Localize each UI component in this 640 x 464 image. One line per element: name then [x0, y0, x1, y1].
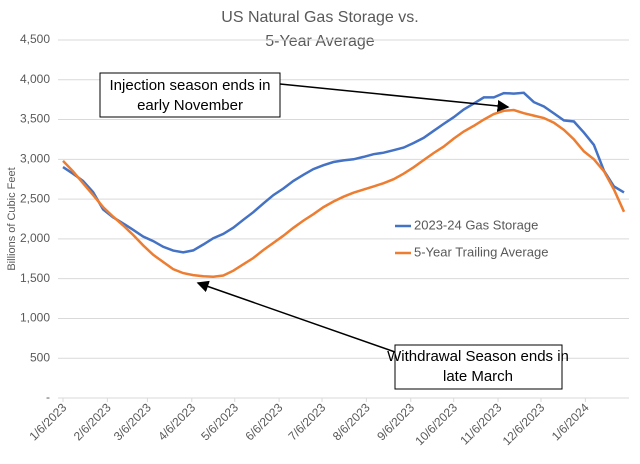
annotation: late March — [443, 368, 513, 385]
annotation: early November — [137, 97, 243, 114]
series-line — [62, 108, 626, 278]
chart-title: US Natural Gas Storage vs. — [221, 9, 418, 26]
y-tick-label: 1,000 — [20, 311, 50, 325]
series-line — [62, 91, 625, 254]
y-tick-label: 4,000 — [20, 72, 50, 86]
y-axis-label: Billions of Cubic Feet — [6, 167, 18, 270]
x-tick-label: 4/6/2023 — [155, 400, 198, 443]
x-tick-label: 12/6/2023 — [500, 400, 548, 448]
annotation-arrow — [196, 280, 396, 353]
annotation-box — [394, 344, 563, 390]
x-tick-label: 1/6/2023 — [26, 400, 69, 443]
annotation-box — [99, 72, 281, 118]
x-tick-label: 7/6/2023 — [285, 400, 328, 443]
x-tick-label: 11/6/2023 — [457, 400, 504, 447]
y-tick-label: 4,500 — [20, 32, 50, 46]
y-tick-label: 2,000 — [20, 231, 50, 245]
legend-label: 2023-24 Gas Storage — [414, 217, 538, 232]
x-tick-label: 5/6/2023 — [198, 400, 241, 443]
y-tick-label: 500 — [30, 350, 50, 364]
y-tick-label: 3,000 — [20, 152, 50, 166]
annotation: Injection season ends in — [110, 77, 271, 94]
x-tick-label: 8/6/2023 — [330, 400, 373, 443]
y-tick-label: 1,500 — [20, 271, 50, 285]
y-tick-label: 2,500 — [20, 191, 50, 205]
x-tick-label: 1/6/2024 — [549, 400, 592, 443]
x-tick-label: 2/6/2023 — [71, 400, 114, 443]
annotation-arrow — [279, 83, 510, 112]
chart-title: 5-Year Average — [265, 33, 375, 50]
x-tick-label: 10/6/2023 — [412, 400, 460, 448]
y-tick-label: - — [46, 390, 50, 404]
x-tick-label: 6/6/2023 — [243, 400, 286, 443]
x-tick-label: 9/6/2023 — [374, 400, 417, 443]
y-tick-label: 3,500 — [20, 112, 50, 126]
x-tick-label: 3/6/2023 — [111, 400, 154, 443]
legend-label: 5-Year Trailing Average — [414, 244, 548, 259]
annotation: Withdrawal Season ends in — [387, 348, 569, 365]
